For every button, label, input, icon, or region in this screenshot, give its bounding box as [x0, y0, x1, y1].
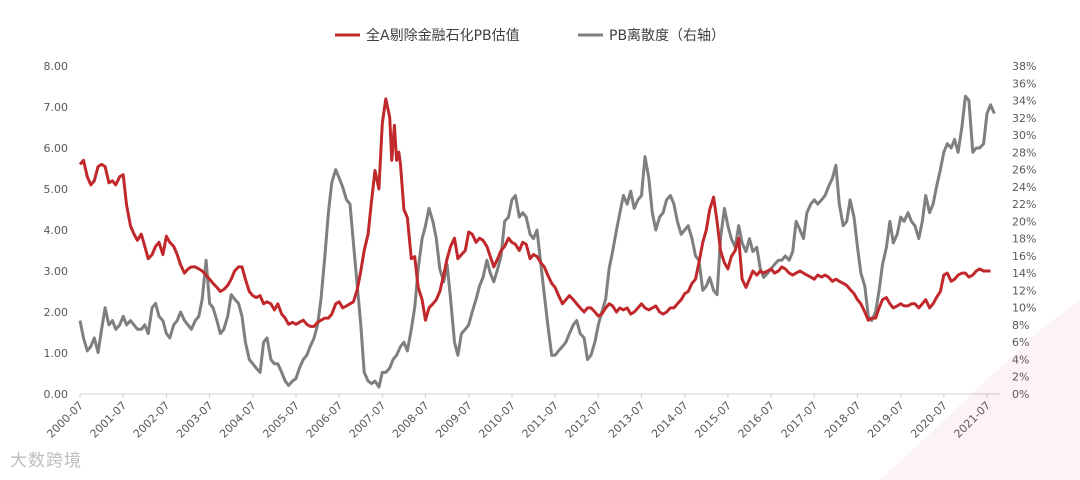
- y-tick-label: 7.00: [44, 101, 69, 114]
- x-tick-label: 2014-07: [649, 399, 691, 441]
- y2-tick-label: 26%: [1012, 164, 1036, 177]
- x-tick-label: 2008-07: [390, 399, 432, 441]
- legend-item-pb-dispersion[interactable]: PB离散度（右轴）: [578, 27, 725, 44]
- y-tick-label: 6.00: [44, 142, 69, 155]
- legend-item-pb-valuation[interactable]: 全A剔除金融石化PB估值: [335, 27, 520, 44]
- x-tick-label: 2000-07: [44, 399, 86, 441]
- x-tick-label: 2001-07: [88, 399, 130, 441]
- y2-tick-label: 22%: [1012, 198, 1036, 211]
- y2-tick-label: 2%: [1012, 371, 1029, 384]
- legend-label-pb-dispersion: PB离散度（右轴）: [609, 27, 725, 44]
- plot-lines: [78, 94, 996, 389]
- y2-tick-label: 20%: [1012, 215, 1036, 228]
- x-tick-label: 2010-07: [476, 399, 518, 441]
- x-tick-label: 2007-07: [347, 399, 389, 441]
- x-tick-label: 2002-07: [131, 399, 173, 441]
- y2-tick-label: 12%: [1012, 284, 1036, 297]
- decorative-red-shape: [880, 300, 1080, 480]
- x-tick-label: 2015-07: [692, 399, 734, 441]
- y2-tick-label: 16%: [1012, 250, 1036, 263]
- y2-tick-label: 34%: [1012, 95, 1036, 108]
- y-tick-label: 0.00: [44, 388, 69, 401]
- y2-tick-label: 32%: [1012, 112, 1036, 125]
- watermark: 大数跨境: [10, 446, 82, 471]
- y2-tick-label: 6%: [1012, 336, 1029, 349]
- series-line-pb-valuation: [78, 97, 991, 328]
- x-tick-label: 2005-07: [260, 399, 302, 441]
- y2-tick-label: 8%: [1012, 319, 1029, 332]
- x-tick-label: 2003-07: [174, 399, 216, 441]
- y-tick-label: 4.00: [44, 224, 69, 237]
- y2-tick-label: 28%: [1012, 146, 1036, 159]
- x-tick-label: 2018-07: [822, 399, 864, 441]
- y2-tick-label: 24%: [1012, 181, 1036, 194]
- x-tick-label: 2004-07: [217, 399, 259, 441]
- y2-tick-label: 14%: [1012, 267, 1036, 280]
- y2-tick-label: 18%: [1012, 233, 1036, 246]
- y-tick-label: 2.00: [44, 306, 69, 319]
- legend: 全A剔除金融石化PB估值 PB离散度（右轴）: [335, 27, 725, 44]
- x-tick-label: 2017-07: [779, 399, 821, 441]
- y-tick-label: 1.00: [44, 347, 69, 360]
- y-tick-label: 8.00: [44, 60, 69, 73]
- x-tick-label: 2016-07: [736, 399, 778, 441]
- watermark-text: 大数跨境: [10, 451, 82, 471]
- y-tick-label: 3.00: [44, 265, 69, 278]
- y2-tick-label: 4%: [1012, 353, 1029, 366]
- x-tick-label: 2011-07: [520, 399, 562, 441]
- x-tick-label: 2009-07: [433, 399, 475, 441]
- y-tick-label: 5.00: [44, 183, 69, 196]
- y2-tick-label: 36%: [1012, 77, 1036, 90]
- x-tick-label: 2006-07: [304, 399, 346, 441]
- y2-tick-label: 0%: [1012, 388, 1029, 401]
- y2-tick-label: 30%: [1012, 129, 1036, 142]
- y2-tick-label: 10%: [1012, 302, 1036, 315]
- legend-label-pb-valuation: 全A剔除金融石化PB估值: [366, 27, 520, 44]
- y2-tick-label: 38%: [1012, 60, 1036, 73]
- x-tick-label: 2013-07: [606, 399, 648, 441]
- x-tick-label: 2012-07: [563, 399, 605, 441]
- series-line-pb-dispersion: [78, 94, 996, 389]
- x-tick-label: 2019-07: [865, 399, 907, 441]
